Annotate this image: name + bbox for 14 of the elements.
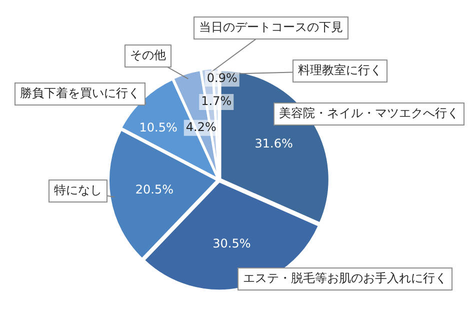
slice-label: 美容院・ネイル・マツエクへ行く — [279, 106, 459, 120]
slice-label: その他 — [130, 48, 166, 62]
data-label: 30.5% — [212, 236, 251, 250]
data-label: 20.5% — [135, 182, 174, 197]
slice-label: 当日のデートコースの下見 — [199, 20, 343, 34]
data-label: 4.2% — [186, 120, 216, 134]
slice-label: 勝負下着を買いに行く — [20, 86, 140, 100]
slice-label: エステ・脱毛等お肌のお手入れに行く — [243, 271, 447, 286]
slice-label: 料理教室に行く — [298, 63, 382, 78]
data-label: 10.5% — [139, 120, 178, 135]
data-label: 1.7% — [201, 94, 232, 108]
slice-label: 特になし — [54, 183, 102, 198]
data-label: 31.6% — [254, 136, 293, 150]
data-label: 0.9% — [206, 70, 238, 85]
